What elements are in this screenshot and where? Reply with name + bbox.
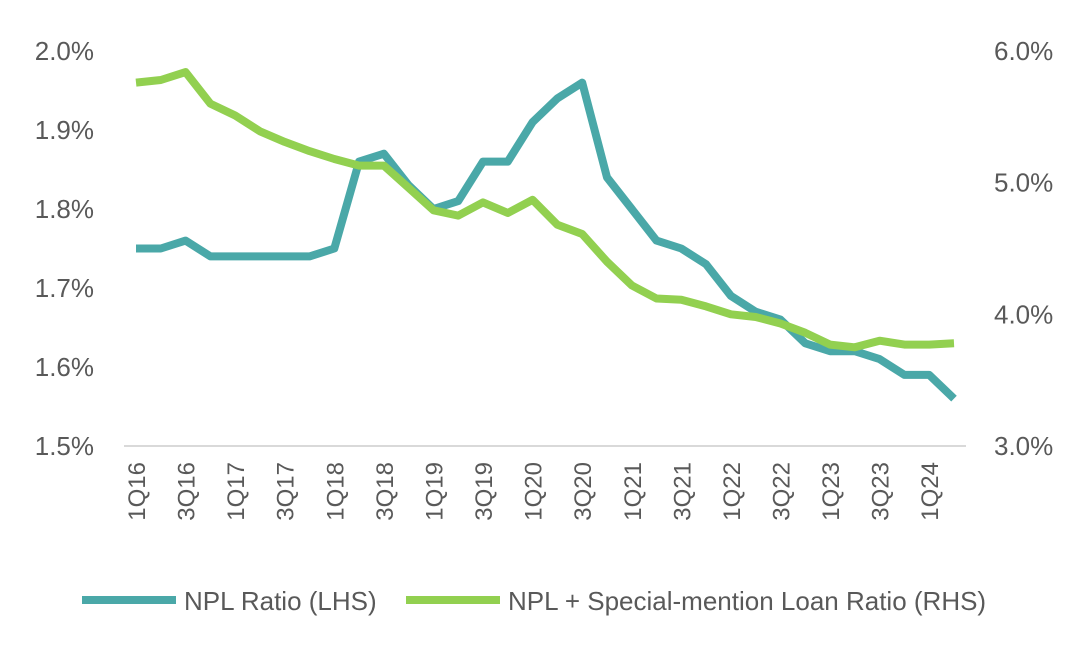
x-axis-tick-label: 1Q21 [620,462,647,521]
left-axis-tick-label: 2.0% [35,36,94,66]
legend: NPL Ratio (LHS) NPL + Special-mention Lo… [82,586,986,616]
series-line-npl-ratio [136,78,957,402]
x-axis-tick-label: 1Q23 [818,462,845,521]
left-axis-ticks: 1.5% 1.6% 1.7% 1.8% 1.9% 2.0% [35,36,94,461]
x-axis-tick-label: 3Q16 [174,462,201,521]
x-axis-tick-label: 3Q20 [570,462,597,521]
right-axis-tick-label: 5.0% [994,168,1053,198]
x-axis-tick-label: 1Q20 [521,462,548,521]
series-lines [135,68,957,402]
x-axis-tick-label: 3Q17 [273,462,300,521]
x-axis-ticks: 1Q16 3Q16 1Q17 3Q17 1Q18 3Q18 1Q19 3Q19 1Q20 3Q20… [124,462,944,521]
left-axis-tick-label: 1.9% [35,115,94,145]
right-axis-ticks: 3.0% 4.0% 5.0% 6.0% [994,36,1053,461]
x-axis-tick-label: 1Q17 [223,462,250,521]
left-axis-tick-label: 1.6% [35,352,94,382]
x-axis-tick-label: 3Q21 [669,462,696,521]
x-axis-tick-label: 3Q18 [372,462,399,521]
right-axis-tick-label: 4.0% [994,299,1053,329]
x-axis-tick-label: 1Q24 [917,462,944,521]
right-axis-tick-label: 3.0% [994,431,1053,461]
x-axis-tick-label: 1Q18 [322,462,349,521]
series-line-npl-special-mention [135,68,955,352]
legend-label-npl-special-mention: NPL + Special-mention Loan Ratio (RHS) [508,586,986,616]
left-axis-tick-label: 1.7% [35,273,94,303]
x-axis-tick-label: 1Q19 [421,462,448,521]
x-axis-tick-label: 3Q22 [768,462,795,521]
left-axis-tick-label: 1.5% [35,431,94,461]
x-axis-tick-label: 1Q16 [124,462,151,521]
left-axis-tick-label: 1.8% [35,194,94,224]
right-axis-tick-label: 6.0% [994,36,1053,66]
x-axis-tick-label: 3Q19 [471,462,498,521]
x-axis-tick-label: 1Q22 [719,462,746,521]
legend-label-npl-ratio: NPL Ratio (LHS) [184,586,377,616]
x-axis-tick-label: 3Q23 [868,462,895,521]
